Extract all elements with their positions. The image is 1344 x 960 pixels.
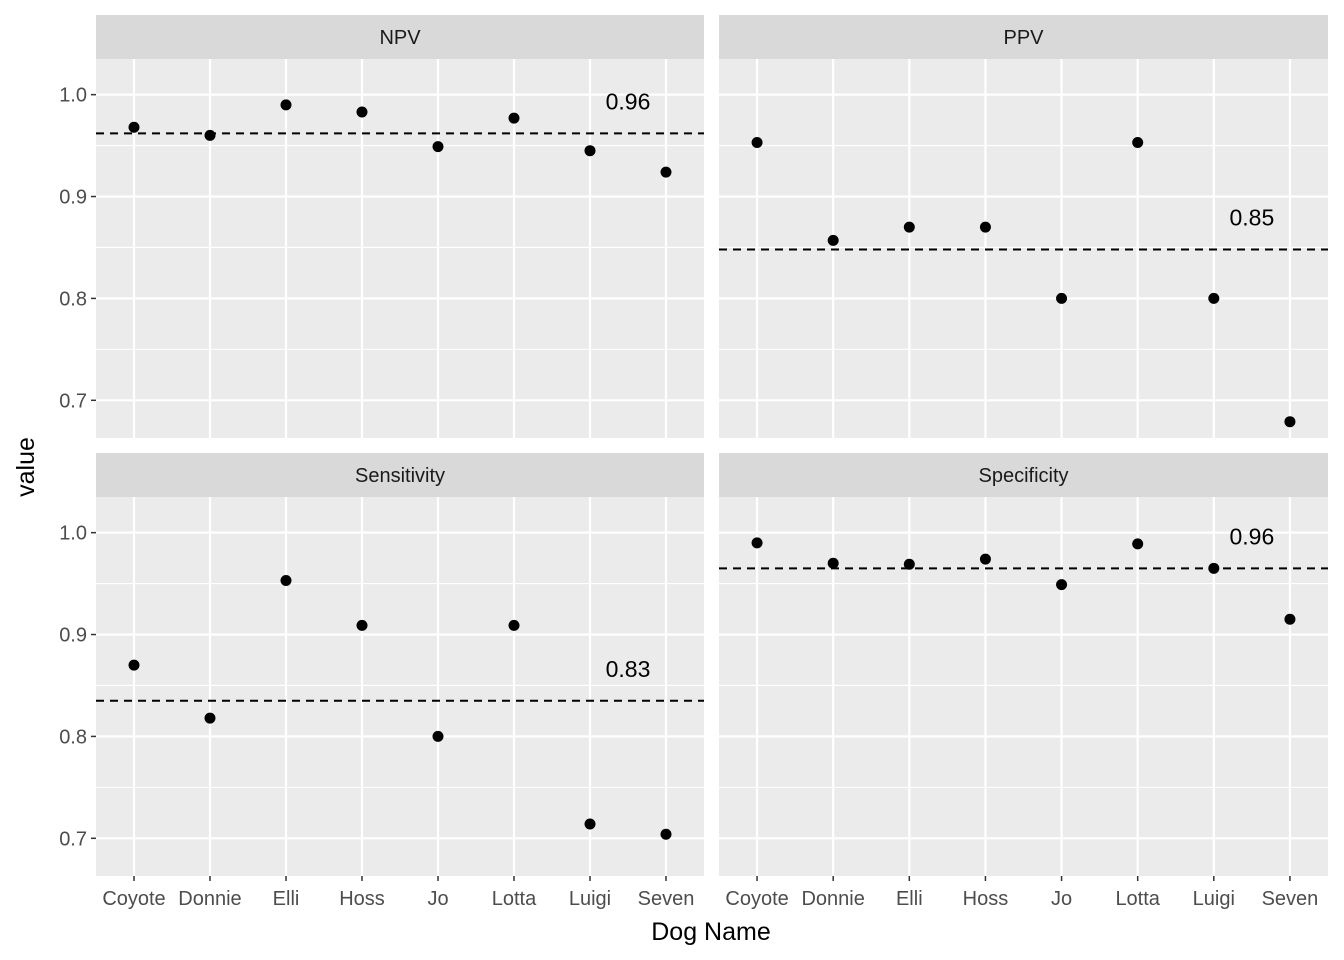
data-point-sensitivity-lotta <box>508 619 520 631</box>
x-tick-label-hoss: Hoss <box>963 888 1009 910</box>
panel-background <box>96 59 704 438</box>
strip-npv <box>96 15 704 59</box>
data-point-sensitivity-hoss <box>356 619 368 631</box>
x-tick-label-jo: Jo <box>427 888 448 910</box>
data-point-npv-elli <box>280 99 292 111</box>
data-point-sensitivity-elli <box>280 575 292 587</box>
data-point-ppv-jo <box>1056 292 1068 304</box>
strip-ppv <box>719 15 1328 59</box>
x-tick-label-coyote: Coyote <box>102 888 165 910</box>
strip-label-sensitivity: Sensitivity <box>355 465 445 487</box>
panel-sensitivity: Sensitivity 0.83 0.7 0.8 0.9 1.0 Coyote Donnie E… <box>59 453 704 910</box>
reference-label-specificity: 0.96 <box>1229 523 1274 549</box>
data-point-ppv-seven <box>1284 416 1296 428</box>
y-tick-label: 0.9 <box>59 187 87 209</box>
x-tick-label-luigi: Luigi <box>569 888 611 910</box>
data-point-ppv-hoss <box>979 221 991 233</box>
strip-sensitivity <box>96 453 704 497</box>
y-tick-label: 0.8 <box>59 288 87 310</box>
data-point-ppv-elli <box>903 221 915 233</box>
data-point-specificity-hoss <box>979 553 991 565</box>
data-point-specificity-donnie <box>827 557 839 569</box>
x-tick-label-hoss: Hoss <box>339 888 385 910</box>
x-tick-label-lotta: Lotta <box>492 888 537 910</box>
data-point-specificity-luigi <box>1208 562 1220 574</box>
panel-ppv: PPV 0.85 <box>719 15 1328 438</box>
panel-background <box>96 497 704 876</box>
data-point-specificity-elli <box>903 558 915 570</box>
data-point-ppv-lotta <box>1132 137 1144 149</box>
x-tick-label-elli: Elli <box>273 888 300 910</box>
panel-specificity: Specificity 0.96 Coyote Donnie Elli Hoss Jo Lot… <box>719 453 1328 910</box>
panel-background <box>719 497 1328 876</box>
x-tick-label-seven: Seven <box>638 888 695 910</box>
x-tick-label-lotta: Lotta <box>1115 888 1160 910</box>
y-tick-label: 0.8 <box>59 726 87 748</box>
data-point-sensitivity-coyote <box>128 659 140 671</box>
data-point-specificity-jo <box>1056 579 1068 591</box>
x-tick-label-elli: Elli <box>896 888 923 910</box>
reference-label-sensitivity: 0.83 <box>606 656 651 682</box>
reference-label-npv: 0.96 <box>606 88 651 114</box>
data-point-sensitivity-jo <box>432 730 444 742</box>
data-point-ppv-luigi <box>1208 292 1220 304</box>
data-point-sensitivity-donnie <box>204 712 216 724</box>
data-point-npv-lotta <box>508 112 520 124</box>
y-tick-label: 0.7 <box>59 390 87 412</box>
data-point-npv-donnie <box>204 129 216 141</box>
strip-label-specificity: Specificity <box>978 465 1068 487</box>
x-tick-label-seven: Seven <box>1262 888 1319 910</box>
data-point-specificity-seven <box>1284 613 1296 625</box>
data-point-npv-hoss <box>356 106 368 118</box>
strip-label-npv: NPV <box>379 27 421 49</box>
data-point-npv-coyote <box>128 121 140 133</box>
data-point-npv-jo <box>432 141 444 153</box>
data-point-npv-luigi <box>584 145 596 157</box>
x-tick-label-coyote: Coyote <box>725 888 788 910</box>
y-tick-label: 1.0 <box>59 85 87 107</box>
y-axis-title: value <box>12 437 40 497</box>
x-tick-label-luigi: Luigi <box>1193 888 1235 910</box>
data-point-sensitivity-seven <box>660 828 672 840</box>
y-tick-label: 0.7 <box>59 828 87 850</box>
strip-specificity <box>719 453 1328 497</box>
data-point-ppv-donnie <box>827 234 839 246</box>
data-point-specificity-coyote <box>751 537 763 549</box>
data-point-npv-seven <box>660 166 672 178</box>
panel-background <box>719 59 1328 438</box>
y-tick-label: 1.0 <box>59 523 87 545</box>
x-tick-label-donnie: Donnie <box>178 888 241 910</box>
panel-npv: NPV 0.96 0.7 0.8 0.9 1.0 <box>59 15 704 438</box>
x-axis-title: Dog Name <box>651 918 771 946</box>
x-tick-label-donnie: Donnie <box>801 888 864 910</box>
y-tick-label: 0.9 <box>59 625 87 647</box>
data-point-sensitivity-luigi <box>584 818 596 830</box>
reference-label-ppv: 0.85 <box>1229 205 1274 231</box>
strip-label-ppv: PPV <box>1003 27 1044 49</box>
data-point-ppv-coyote <box>751 137 763 149</box>
data-point-specificity-lotta <box>1132 538 1144 550</box>
x-tick-label-jo: Jo <box>1051 888 1072 910</box>
